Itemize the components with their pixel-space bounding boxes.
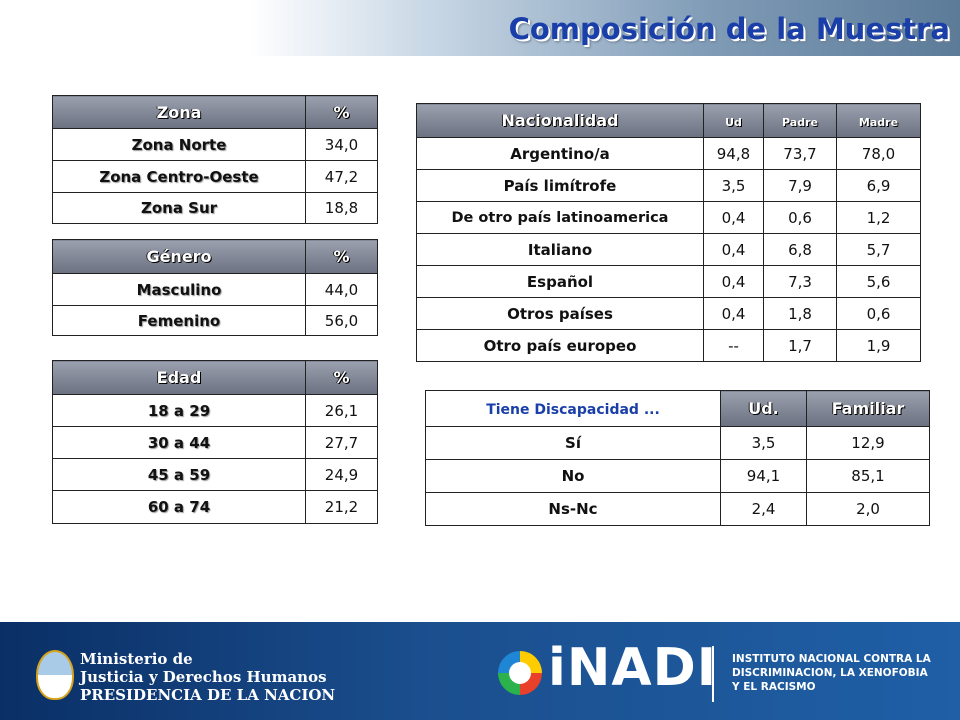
- table-row: Zona Norte 34,0: [52, 128, 378, 161]
- table-row: 18 a 29 26,1: [52, 394, 378, 427]
- familiar-header: Familiar: [806, 390, 930, 427]
- padre-header: Padre: [763, 103, 837, 138]
- genero-header: Género: [52, 239, 306, 274]
- table-row: 30 a 44 27,7: [52, 426, 378, 459]
- discapacidad-table: Tiene Discapacidad ... Ud. Familiar Sí 3…: [425, 390, 930, 526]
- genero-percent-header: %: [305, 239, 378, 274]
- madre-header: Madre: [836, 103, 921, 138]
- table-row: 45 a 59 24,9: [52, 458, 378, 491]
- zona-table: Zona % Zona Norte 34,0 Zona Centro-Oeste…: [52, 95, 378, 224]
- table-row: Español 0,4 7,3 5,6: [416, 265, 921, 298]
- table-row: Argentino/a 94,8 73,7 78,0: [416, 137, 921, 170]
- table-row: País limítrofe 3,5 7,9 6,9: [416, 169, 921, 202]
- table-row: No 94,1 85,1: [425, 459, 930, 493]
- footer-bar: [0, 622, 960, 720]
- table-row: Femenino 56,0: [52, 305, 378, 336]
- table-row: Ns-Nc 2,4 2,0: [425, 492, 930, 526]
- table-row: 60 a 74 21,2: [52, 490, 378, 524]
- inadi-logo-text: iNADI: [548, 638, 718, 698]
- zona-percent-header: %: [305, 95, 378, 129]
- ud-header: Ud.: [720, 390, 807, 427]
- table-row: Italiano 0,4 6,8 5,7: [416, 233, 921, 266]
- ministerio-text: Ministerio de Justicia y Derechos Humano…: [80, 650, 336, 704]
- inadi-logo-icon: [498, 651, 542, 695]
- nacionalidad-header: Nacionalidad: [416, 103, 704, 138]
- footer-divider: [712, 646, 714, 702]
- table-row: Otros países 0,4 1,8 0,6: [416, 297, 921, 330]
- page-title: Composición de la Muestra: [508, 12, 950, 46]
- discapacidad-header: Tiene Discapacidad ...: [425, 390, 721, 427]
- edad-percent-header: %: [305, 360, 378, 395]
- title-banner: Composición de la Muestra: [248, 0, 960, 56]
- table-row: Zona Sur 18,8: [52, 192, 378, 224]
- nacionalidad-table: Nacionalidad Ud Padre Madre Argentino/a …: [416, 103, 921, 362]
- table-row: Zona Centro-Oeste 47,2: [52, 160, 378, 193]
- edad-table: Edad % 18 a 29 26,1 30 a 44 27,7 45 a 59…: [52, 360, 378, 524]
- edad-header: Edad: [52, 360, 306, 395]
- genero-table: Género % Masculino 44,0 Femenino 56,0: [52, 239, 378, 336]
- ud-header: Ud: [703, 103, 764, 138]
- table-row: Otro país europeo -- 1,7 1,9: [416, 329, 921, 362]
- table-row: De otro país latinoamerica 0,4 0,6 1,2: [416, 201, 921, 234]
- instituto-text: INSTITUTO NACIONAL CONTRA LA DISCRIMINAC…: [732, 653, 931, 693]
- table-row: Masculino 44,0: [52, 273, 378, 306]
- table-row: Sí 3,5 12,9: [425, 426, 930, 460]
- zona-header: Zona: [52, 95, 306, 129]
- argentina-seal-icon: [36, 650, 74, 700]
